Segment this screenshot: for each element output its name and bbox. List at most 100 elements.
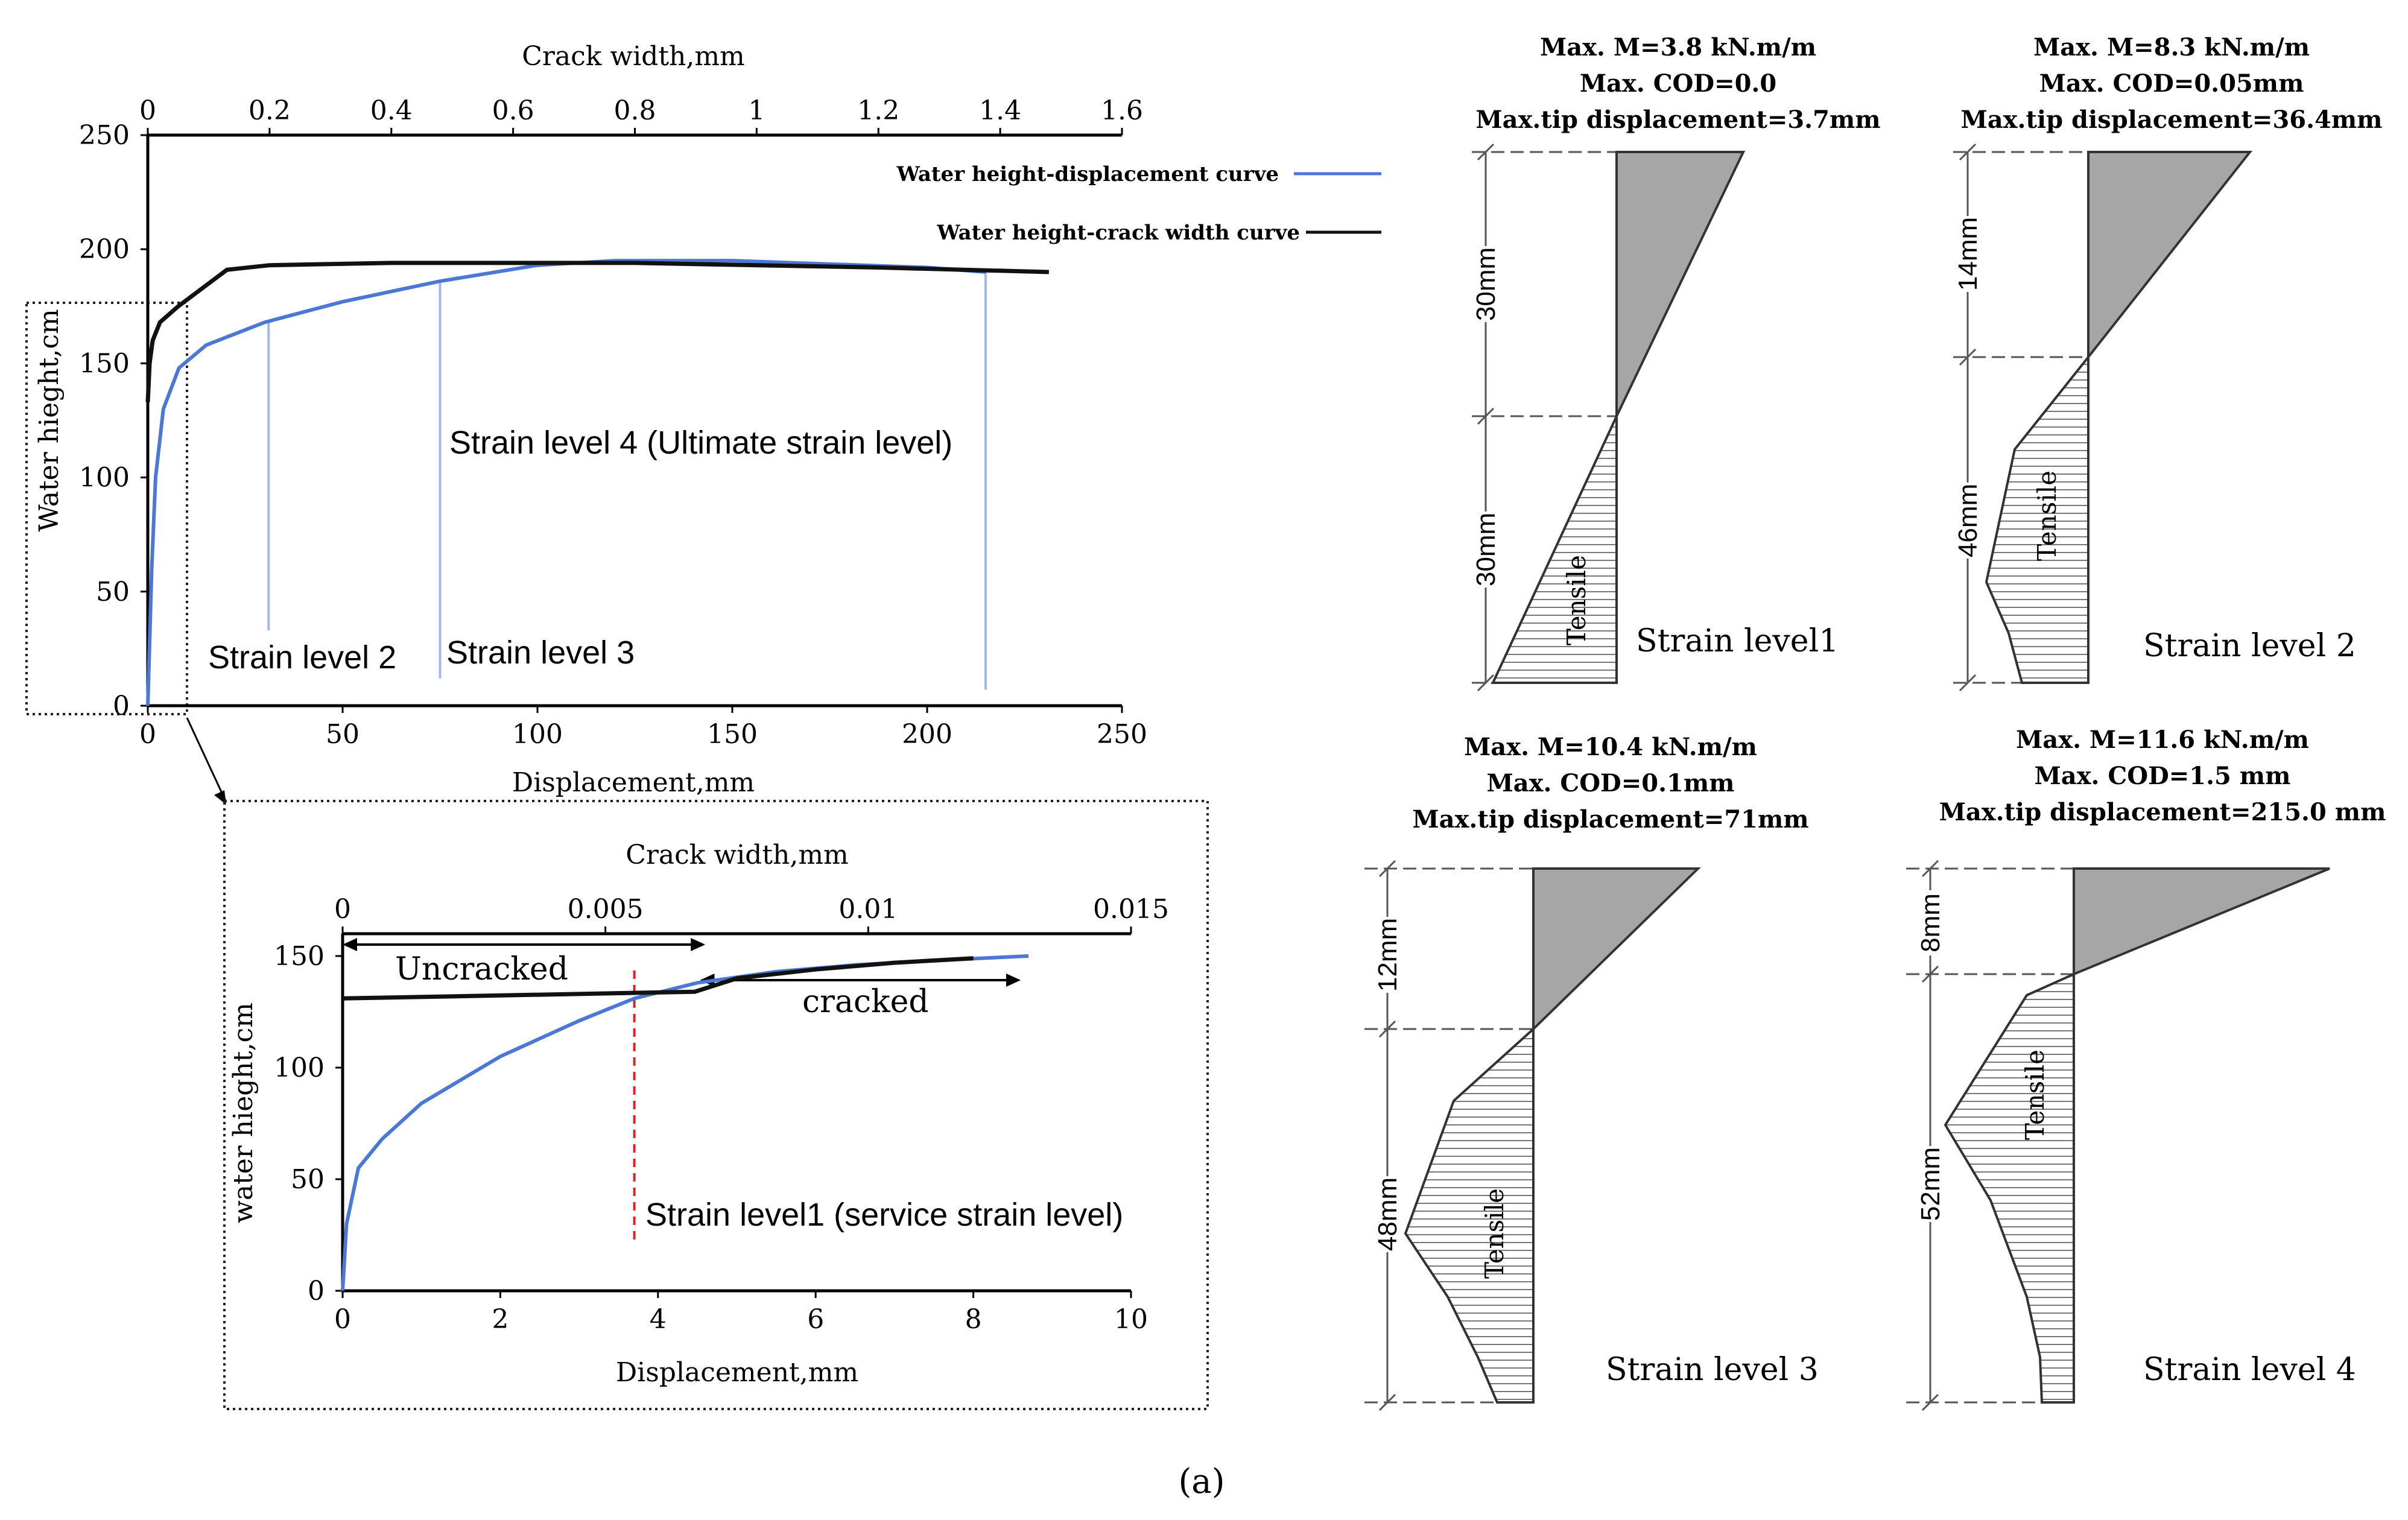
moment-panel-strain-level-3: Max. M=10.4 kN.m/m Max. COD=0.1mm Max.ti… xyxy=(1364,733,1819,1411)
main-y-tick-label: 250 xyxy=(79,120,130,151)
inset-crack-tick-label: 0.015 xyxy=(1093,894,1169,925)
panel-strain-label: Strain level1 xyxy=(1636,623,1839,659)
tensile-label: Tensile xyxy=(1562,555,1591,645)
main-y-tick-label: 150 xyxy=(79,348,130,379)
annotation-cracked: cracked xyxy=(802,984,929,1020)
main-bottom-axis-title: Displacement,mm xyxy=(512,767,755,798)
compression-zone xyxy=(1615,151,1746,417)
moment-panel-strain-level-2: Max. M=8.3 kN.m/m Max. COD=0.05mm Max.ti… xyxy=(1953,33,2383,692)
tension-zone xyxy=(1491,416,1618,684)
inset-x-tick-label: 10 xyxy=(1114,1304,1148,1335)
main-y-axis-title: Water hieght,cm xyxy=(34,309,65,531)
inset-x-tick-label: 6 xyxy=(807,1304,824,1335)
tensile-label: Tensile xyxy=(2032,470,2062,561)
inset-y-axis-title: water hieght,cm xyxy=(228,1002,259,1223)
main-x-tick-label: 200 xyxy=(902,719,952,750)
inset-crack-tick-label: 0.01 xyxy=(838,894,898,925)
inset-bottom-axis-title: Displacement,mm xyxy=(616,1357,858,1388)
panel-max-tip-displacement: Max.tip displacement=3.7mm xyxy=(1475,106,1880,134)
inset-y-tick-label: 100 xyxy=(274,1053,325,1083)
panel-dimension-top: 30mm xyxy=(1471,247,1501,321)
inset-crack-tick-label: 0 xyxy=(334,894,351,925)
main-x-tick-label: 50 xyxy=(326,719,360,750)
panel-dimension-top: 14mm xyxy=(1953,217,1983,291)
moment-panel-strain-level-4: Max. M=11.6 kN.m/m Max. COD=1.5 mm Max.t… xyxy=(1906,726,2386,1411)
main-x-tick-label: 250 xyxy=(1097,719,1147,750)
panel-dimension-bottom: 52mm xyxy=(1916,1147,1945,1221)
panel-max-moment: Max. M=8.3 kN.m/m xyxy=(2033,33,2310,62)
panel-dimension-ticks xyxy=(1959,143,1977,692)
panel-max-moment: Max. M=3.8 kN.m/m xyxy=(1540,33,1816,62)
inset-crack-tick-label: 0.005 xyxy=(568,894,644,925)
annotation-strain-level-4: Strain level 4 (Ultimate strain level) xyxy=(449,425,952,461)
legend-crack-label: Water height-crack width curve xyxy=(936,221,1300,245)
main-crack-tick-label: 0 xyxy=(139,95,156,126)
inset-x-tick-label: 4 xyxy=(650,1304,667,1335)
panel-dimension-bottom: 48mm xyxy=(1373,1177,1402,1251)
displacement-curve xyxy=(146,259,986,706)
main-y-tick-label: 200 xyxy=(79,234,130,265)
tension-zone xyxy=(1404,1026,1535,1404)
panel-dimension-bottom: 30mm xyxy=(1471,513,1501,586)
main-crack-tick-label: 1.6 xyxy=(1101,95,1143,126)
panel-strain-label: Strain level 2 xyxy=(2143,628,2356,664)
crack-width-curve xyxy=(145,261,1049,402)
inset-y-tick-label: 150 xyxy=(274,941,325,972)
panel-dimension-top: 8mm xyxy=(1916,893,1945,952)
figure-caption: (a) xyxy=(1178,1462,1225,1501)
inset-x-tick-label: 0 xyxy=(334,1304,351,1335)
annotation-strain-level-1: Strain level1 (service strain level) xyxy=(645,1197,1123,1233)
panel-max-cod: Max. COD=0.1mm xyxy=(1486,769,1734,797)
main-crack-tick-label: 0.4 xyxy=(370,95,413,126)
panel-dimension-ticks xyxy=(1378,860,1396,1411)
zoom-connector-arrowhead xyxy=(214,790,226,805)
inset-frame xyxy=(223,800,1209,1410)
compression-zone xyxy=(1532,867,1701,1032)
main-y-tick-label: 0 xyxy=(113,691,130,721)
panel-strain-label: Strain level 3 xyxy=(1606,1352,1819,1388)
tension-zone xyxy=(1944,972,2075,1404)
panel-max-tip-displacement: Max.tip displacement=215.0 mm xyxy=(1939,798,2386,826)
main-crack-tick-label: 1.4 xyxy=(979,95,1021,126)
main-crack-tick-label: 0.6 xyxy=(492,95,534,126)
panel-max-moment: Max. M=10.4 kN.m/m xyxy=(1464,733,1757,761)
inset-x-tick-label: 8 xyxy=(965,1304,982,1335)
main-y-tick-label: 50 xyxy=(96,577,130,607)
panel-max-cod: Max. COD=0.0 xyxy=(1580,69,1776,98)
panel-max-cod: Max. COD=0.05mm xyxy=(2039,69,2304,98)
main-crack-tick-label: 1.2 xyxy=(857,95,899,126)
annotation-strain-level-2: Strain level 2 xyxy=(208,639,396,676)
panel-strain-label: Strain level 4 xyxy=(2143,1352,2356,1388)
main-crack-tick-label: 0.8 xyxy=(614,95,656,126)
panel-max-tip-displacement: Max.tip displacement=36.4mm xyxy=(1960,106,2382,134)
tensile-label: Tensile xyxy=(1480,1188,1509,1279)
panel-dimension-ticks xyxy=(1921,860,1939,1411)
uncracked-arrowhead-left xyxy=(343,938,357,951)
inset-chart: 0 2 4 6 8 10 0 0.005 0.01 0.015 0 50 100 150 Crack … xyxy=(223,800,1209,1410)
main-x-tick-label: 150 xyxy=(707,719,758,750)
tensile-label: Tensile xyxy=(2020,1050,2050,1140)
cracked-arrowhead-right xyxy=(1006,974,1021,987)
compression-zone xyxy=(2087,151,2253,361)
inset-top-axis-title: Crack width,mm xyxy=(626,840,849,870)
panel-dimension-ticks xyxy=(1477,143,1495,692)
compression-zone xyxy=(2073,867,2330,976)
main-chart: 0 50 100 150 200 250 0 0.2 0.4 0.6 0.8 1 1.2 1.4 1.6 … xyxy=(25,41,1381,805)
panel-dimension-bottom: 46mm xyxy=(1953,484,1983,557)
main-crack-tick-label: 1 xyxy=(748,95,765,126)
main-x-tick-label: 100 xyxy=(512,719,563,750)
main-x-tick-label: 0 xyxy=(139,719,156,750)
main-crack-tick-label: 0.2 xyxy=(249,95,291,126)
inset-x-tick-label: 2 xyxy=(492,1304,509,1335)
main-y-tick-label: 100 xyxy=(79,463,130,493)
uncracked-arrowhead-right xyxy=(691,938,706,951)
panel-max-tip-displacement: Max.tip displacement=71mm xyxy=(1412,805,1808,834)
zoom-connector-line xyxy=(186,717,227,803)
inset-crack-width-curve xyxy=(342,956,974,1001)
panel-max-moment: Max. M=11.6 kN.m/m xyxy=(2016,726,2309,754)
tension-zone xyxy=(1985,353,2090,684)
panel-dimension-top: 12mm xyxy=(1373,918,1402,992)
main-top-axis-title: Crack width,mm xyxy=(522,41,745,72)
annotation-strain-level-3: Strain level 3 xyxy=(446,635,635,671)
